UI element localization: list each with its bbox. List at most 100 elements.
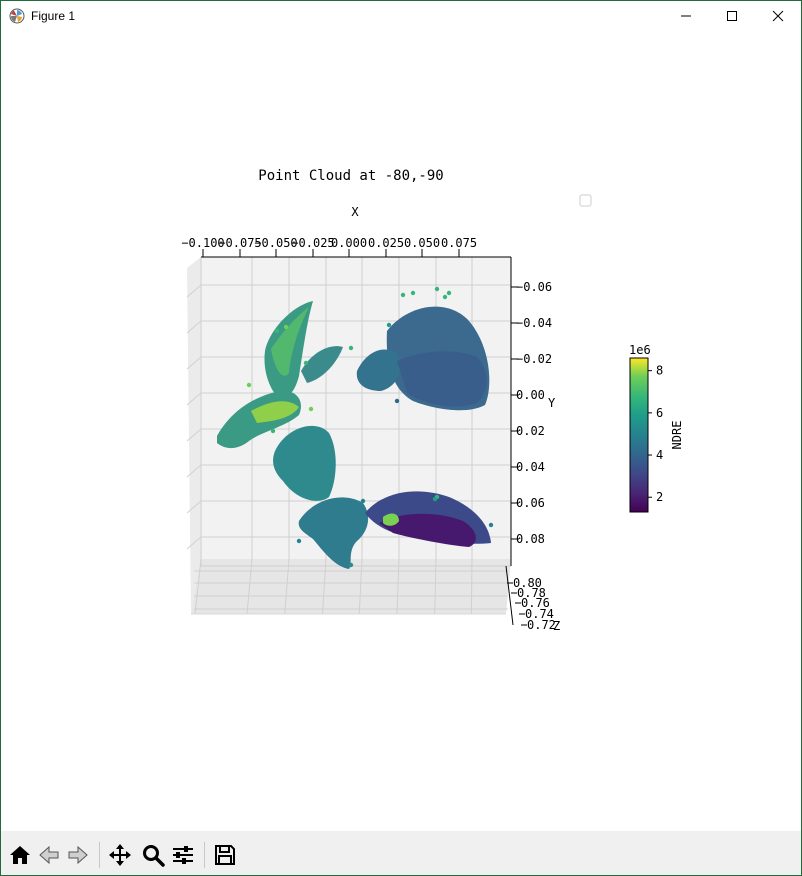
toolbar-separator	[99, 842, 100, 868]
y-tick-label: 0.08	[516, 532, 545, 546]
title-bar[interactable]: Figure 1	[1, 1, 801, 31]
scatter-point	[446, 290, 452, 296]
grid-line-side	[186, 320, 202, 334]
x-tick-label: 0.025	[368, 236, 404, 250]
zoom-button[interactable]	[139, 841, 167, 869]
leaf-upper-left-edge	[271, 307, 309, 376]
grid-line-side	[186, 284, 202, 298]
x-tick-label: −0.050	[254, 236, 297, 250]
colorbar-offset: 1e6	[629, 343, 651, 357]
grid-line-floor	[434, 558, 437, 615]
scatter-point	[360, 498, 366, 504]
grid-line-floor	[470, 558, 473, 615]
scatter-point	[303, 360, 309, 366]
y-tick-group: −0.06 −0.04 −0.02 0.00 0.02 0.04 0.06 0.08	[511, 280, 552, 546]
scatter-point	[442, 294, 448, 300]
x-tick-label: −0.075	[218, 236, 261, 250]
window-title: Figure 1	[31, 9, 76, 23]
close-button[interactable]	[755, 1, 801, 31]
point-cloud	[217, 301, 491, 569]
forward-button[interactable]	[64, 841, 92, 869]
z-tick-label: 0.80	[513, 576, 542, 590]
leaf-lower-left	[298, 497, 369, 569]
leaf-upper-right-left	[356, 349, 401, 391]
scatter-point	[270, 428, 276, 434]
minimize-icon	[680, 10, 692, 22]
colorbar-tick-label: 4	[656, 448, 663, 462]
scatter-point	[308, 406, 314, 412]
scatter-point	[348, 345, 354, 351]
scatter-point	[348, 562, 354, 568]
minimize-button[interactable]	[663, 1, 709, 31]
pan-icon	[108, 843, 132, 867]
grid-line-floor	[396, 558, 400, 615]
scatter-point	[246, 382, 252, 388]
leaf-lower-right-spot	[383, 513, 399, 526]
figure-canvas[interactable]: −0.100 −0.075 −0.050 −0.025 0.000 0.025 0.050 0…	[1, 31, 801, 831]
colorbar-tick-label: 6	[656, 406, 663, 420]
y-tick-label: −0.02	[516, 352, 552, 366]
toolbar-separator	[204, 842, 205, 868]
grid-line-floor	[284, 558, 290, 615]
y-tick-label: −0.04	[516, 316, 552, 330]
close-icon	[772, 10, 784, 22]
colorbar	[629, 357, 649, 513]
grid-line-side	[186, 536, 202, 550]
z-axis-label: Z	[553, 619, 560, 633]
y-tick-label: 0.02	[516, 424, 545, 438]
floor-pane	[191, 559, 511, 614]
forward-icon	[66, 843, 90, 867]
zoom-icon	[141, 843, 165, 867]
grid-line-side	[186, 428, 202, 442]
scatter-point	[386, 322, 392, 328]
grid-line-floor	[358, 558, 363, 615]
back-button[interactable]	[35, 841, 63, 869]
x-axis-label: X	[351, 205, 359, 219]
scatter-point	[296, 538, 302, 544]
x-tick-label: 0.050	[404, 236, 440, 250]
home-icon	[8, 843, 32, 867]
scatter-point	[488, 522, 494, 528]
z-tick-label: 0.76	[521, 596, 550, 610]
scatter-point	[400, 292, 406, 298]
grid-line-floor	[246, 558, 253, 615]
z-tick-label: 0.72	[527, 618, 556, 632]
scatter-point	[283, 324, 289, 330]
save-icon	[213, 843, 237, 867]
y-tick-label: 0.06	[516, 496, 545, 510]
matplotlib-icon	[9, 8, 25, 24]
x-tick-label: −0.100	[181, 236, 224, 250]
scatter-point	[394, 398, 400, 404]
legend-box	[579, 194, 592, 207]
z-tick-group: 0.800.780.760.740.72	[507, 576, 556, 632]
maximize-button[interactable]	[709, 1, 755, 31]
configure-subplots-icon	[171, 843, 195, 867]
z-axis-line	[505, 565, 514, 626]
colorbar-tick-label: 8	[656, 364, 663, 378]
pan-button[interactable]	[106, 841, 134, 869]
colorbar-label: NDRE	[670, 421, 684, 450]
scatter-point	[274, 328, 280, 334]
y-tick-label: 0.04	[516, 460, 545, 474]
grid-line-side	[186, 392, 202, 406]
grid-line-side	[186, 356, 202, 370]
save-button[interactable]	[211, 841, 239, 869]
leaf-center	[273, 425, 336, 501]
x-tick-label: 0.000	[331, 236, 367, 250]
home-button[interactable]	[6, 841, 34, 869]
z-tick-label: 0.74	[525, 607, 554, 621]
x-tick-label: 0.075	[441, 236, 477, 250]
maximize-icon	[726, 10, 738, 22]
y-tick-label: 0.00	[516, 388, 545, 402]
leaf-lower-right-dark	[379, 513, 476, 547]
y-tick-label: −0.06	[516, 280, 552, 294]
chart-title: Point Cloud at -80,-90	[258, 168, 443, 184]
configure-subplots-button[interactable]	[169, 841, 197, 869]
colorbar-tick-label: 2	[656, 490, 663, 504]
pane-edge	[200, 257, 511, 567]
scatter-points	[246, 286, 494, 568]
grid-line-floor	[322, 558, 327, 615]
leaf-left-small	[301, 346, 343, 383]
